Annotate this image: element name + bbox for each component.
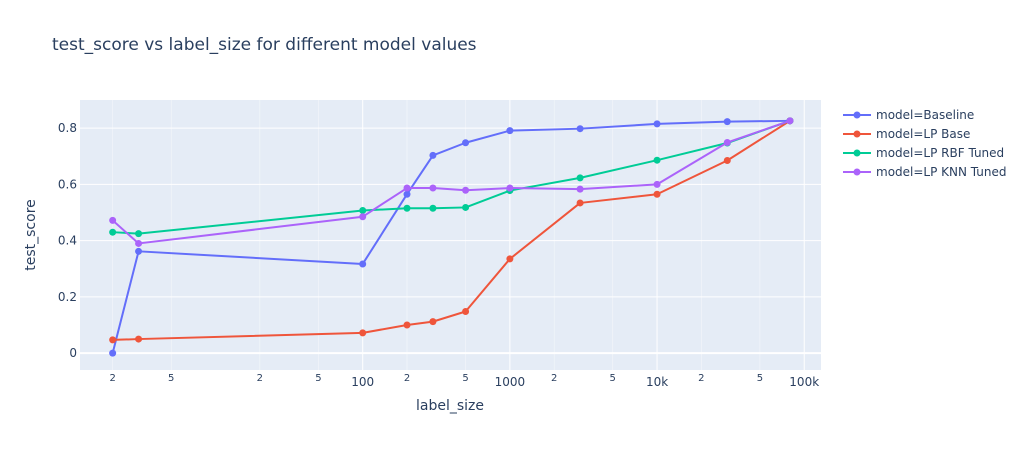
data-point xyxy=(359,329,367,337)
data-point xyxy=(506,184,514,192)
x-tick-label: 10k xyxy=(646,375,668,389)
legend-item: model=LP KNN Tuned xyxy=(843,165,1007,179)
x-minor-tick-label: 5 xyxy=(462,373,468,384)
data-point xyxy=(429,318,437,326)
chart-title: test_score vs label_size for different m… xyxy=(52,35,477,55)
legend-label: model=LP RBF Tuned xyxy=(876,146,1004,160)
data-point xyxy=(576,174,584,182)
data-point xyxy=(135,230,143,238)
data-point xyxy=(576,199,584,207)
y-tick-label: 0.8 xyxy=(58,121,77,135)
data-point xyxy=(576,125,584,133)
y-tick-label: 0.2 xyxy=(58,290,77,304)
legend-label: model=Baseline xyxy=(876,108,974,122)
legend-item: model=LP Base xyxy=(843,127,970,141)
data-point xyxy=(653,120,661,128)
legend-marker xyxy=(853,130,861,138)
data-point xyxy=(429,184,437,192)
grid xyxy=(80,100,821,370)
x-minor-tick-label: 5 xyxy=(315,373,321,384)
data-point xyxy=(109,228,117,236)
legend-item: model=LP RBF Tuned xyxy=(843,146,1004,160)
data-point xyxy=(359,207,367,215)
data-point xyxy=(653,190,661,198)
x-minor-tick-label: 5 xyxy=(757,373,763,384)
data-point xyxy=(403,190,411,198)
series-model-baseline xyxy=(109,117,794,357)
data-point xyxy=(403,184,411,192)
legend-marker xyxy=(853,168,861,176)
data-point xyxy=(462,308,470,315)
data-point xyxy=(723,156,731,164)
legend-marker xyxy=(853,149,861,157)
legend-label: model=LP Base xyxy=(876,127,970,141)
x-minor-tick-label: 2 xyxy=(257,373,263,384)
x-minor-tick-label: 2 xyxy=(109,373,115,384)
data-point xyxy=(403,321,411,329)
data-point xyxy=(109,216,117,224)
data-point xyxy=(135,335,143,343)
data-point xyxy=(462,186,470,194)
x-minor-tick-label: 5 xyxy=(168,373,174,384)
x-tick-label: 100 xyxy=(351,375,374,389)
data-point xyxy=(429,151,437,159)
data-point xyxy=(135,239,143,247)
legend-label: model=LP KNN Tuned xyxy=(876,165,1007,179)
data-point xyxy=(403,204,411,212)
data-point xyxy=(109,336,117,344)
data-point xyxy=(653,156,661,164)
axis-ticks: 100 1000 10k 100k 2 5 2 5 2 5 2 5 2 5 0 0.2 0.4 0.6 0.8 xyxy=(58,121,819,389)
y-tick-label: 0 xyxy=(69,346,77,360)
data-point xyxy=(429,204,437,212)
series-layer xyxy=(109,117,794,357)
legend-item: model=Baseline xyxy=(843,108,974,122)
data-point xyxy=(506,255,514,263)
data-point xyxy=(359,260,367,268)
plot-area xyxy=(80,100,821,370)
legend: model=Baseline model=LP Base model=LP RBF … xyxy=(843,108,1007,179)
legend-marker xyxy=(853,111,861,119)
data-point xyxy=(576,185,584,193)
x-minor-tick-label: 2 xyxy=(698,373,704,384)
data-point xyxy=(506,127,514,135)
x-minor-tick-label: 2 xyxy=(551,373,557,384)
data-point xyxy=(786,117,794,125)
data-point xyxy=(359,213,367,221)
x-minor-tick-label: 5 xyxy=(610,373,616,384)
data-point xyxy=(723,138,731,146)
series-model-lp-knn-tuned xyxy=(109,117,794,247)
y-tick-label: 0.6 xyxy=(58,177,77,191)
data-point xyxy=(723,118,731,126)
x-minor-tick-label: 2 xyxy=(404,373,410,384)
data-point xyxy=(462,203,470,211)
y-axis-title: test_score xyxy=(23,199,39,271)
data-point xyxy=(462,139,470,147)
data-point xyxy=(135,247,143,255)
x-tick-label: 100k xyxy=(789,375,819,389)
x-tick-label: 1000 xyxy=(495,375,526,389)
data-point xyxy=(109,349,117,357)
y-tick-label: 0.4 xyxy=(58,234,77,248)
data-point xyxy=(653,180,661,188)
x-axis-title: label_size xyxy=(416,398,484,414)
